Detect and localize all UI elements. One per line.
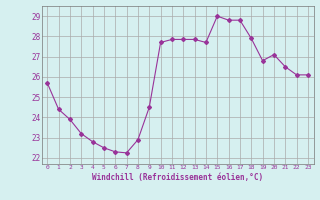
X-axis label: Windchill (Refroidissement éolien,°C): Windchill (Refroidissement éolien,°C): [92, 173, 263, 182]
